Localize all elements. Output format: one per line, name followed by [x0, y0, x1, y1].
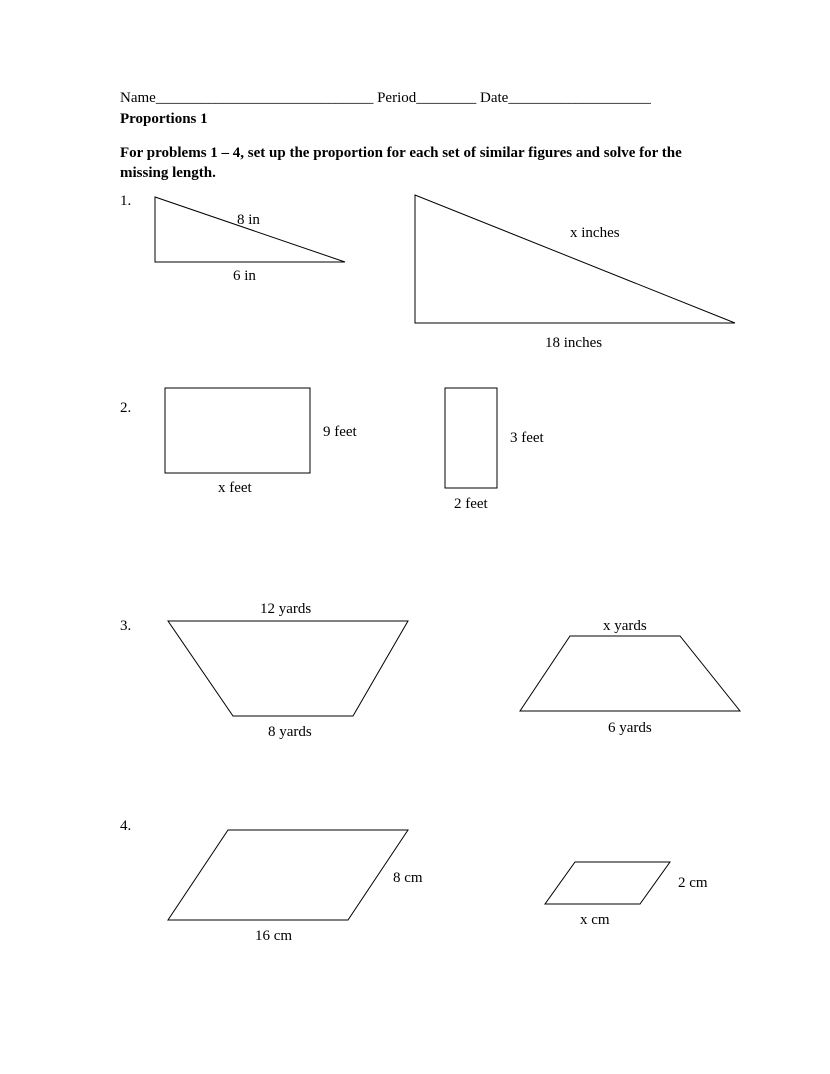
problem-1-small-hyp-label: 8 in [237, 212, 260, 229]
worksheet-page: Name_____________________________ Period… [120, 90, 730, 183]
problem-4-large-parallelogram [168, 830, 413, 925]
problem-2-small-rect [445, 388, 505, 491]
name-blank: _____________________________ [156, 90, 374, 106]
instructions-text: For problems 1 – 4, set up the proportio… [120, 144, 730, 183]
problem-2-large-side-label: 9 feet [323, 424, 357, 441]
problem-2-small-base-label: 2 feet [454, 496, 488, 513]
problem-3-large-base-label: 8 yards [268, 724, 312, 741]
problem-4-number: 4. [120, 818, 131, 835]
problem-2-large-base-label: x feet [218, 480, 252, 497]
problem-4-small-base-label: x cm [580, 912, 610, 929]
problem-2-large-rect [165, 388, 315, 478]
problem-2-number: 2. [120, 400, 131, 417]
problem-4-small-parallelogram [545, 862, 675, 910]
problem-4-large-base-label: 16 cm [255, 928, 292, 945]
problem-1-small-triangle [155, 197, 355, 267]
name-label: Name [120, 90, 156, 106]
period-label: Period [377, 90, 416, 106]
problem-2-small-side-label: 3 feet [510, 430, 544, 447]
problem-3-small-base-label: 6 yards [608, 720, 652, 737]
problem-1-large-hyp-label: x inches [570, 225, 620, 242]
period-blank: ________ [416, 90, 476, 106]
problem-4-small-side-label: 2 cm [678, 875, 708, 892]
date-blank: ___________________ [508, 90, 651, 106]
problem-3-number: 3. [120, 618, 131, 635]
date-label: Date [480, 90, 508, 106]
problem-3-small-top-label: x yards [603, 618, 647, 635]
problem-3-large-trapezoid [168, 621, 418, 721]
problem-4-large-side-label: 8 cm [393, 870, 423, 887]
problem-3-small-trapezoid [520, 636, 750, 716]
problem-1-large-base-label: 18 inches [545, 335, 602, 352]
problem-1-small-base-label: 6 in [233, 268, 256, 285]
problem-1-number: 1. [120, 193, 131, 210]
problem-3-large-top-label: 12 yards [260, 601, 311, 618]
worksheet-title: Proportions 1 [120, 111, 730, 128]
problem-1-large-triangle [415, 193, 745, 333]
header-line: Name_____________________________ Period… [120, 90, 730, 107]
